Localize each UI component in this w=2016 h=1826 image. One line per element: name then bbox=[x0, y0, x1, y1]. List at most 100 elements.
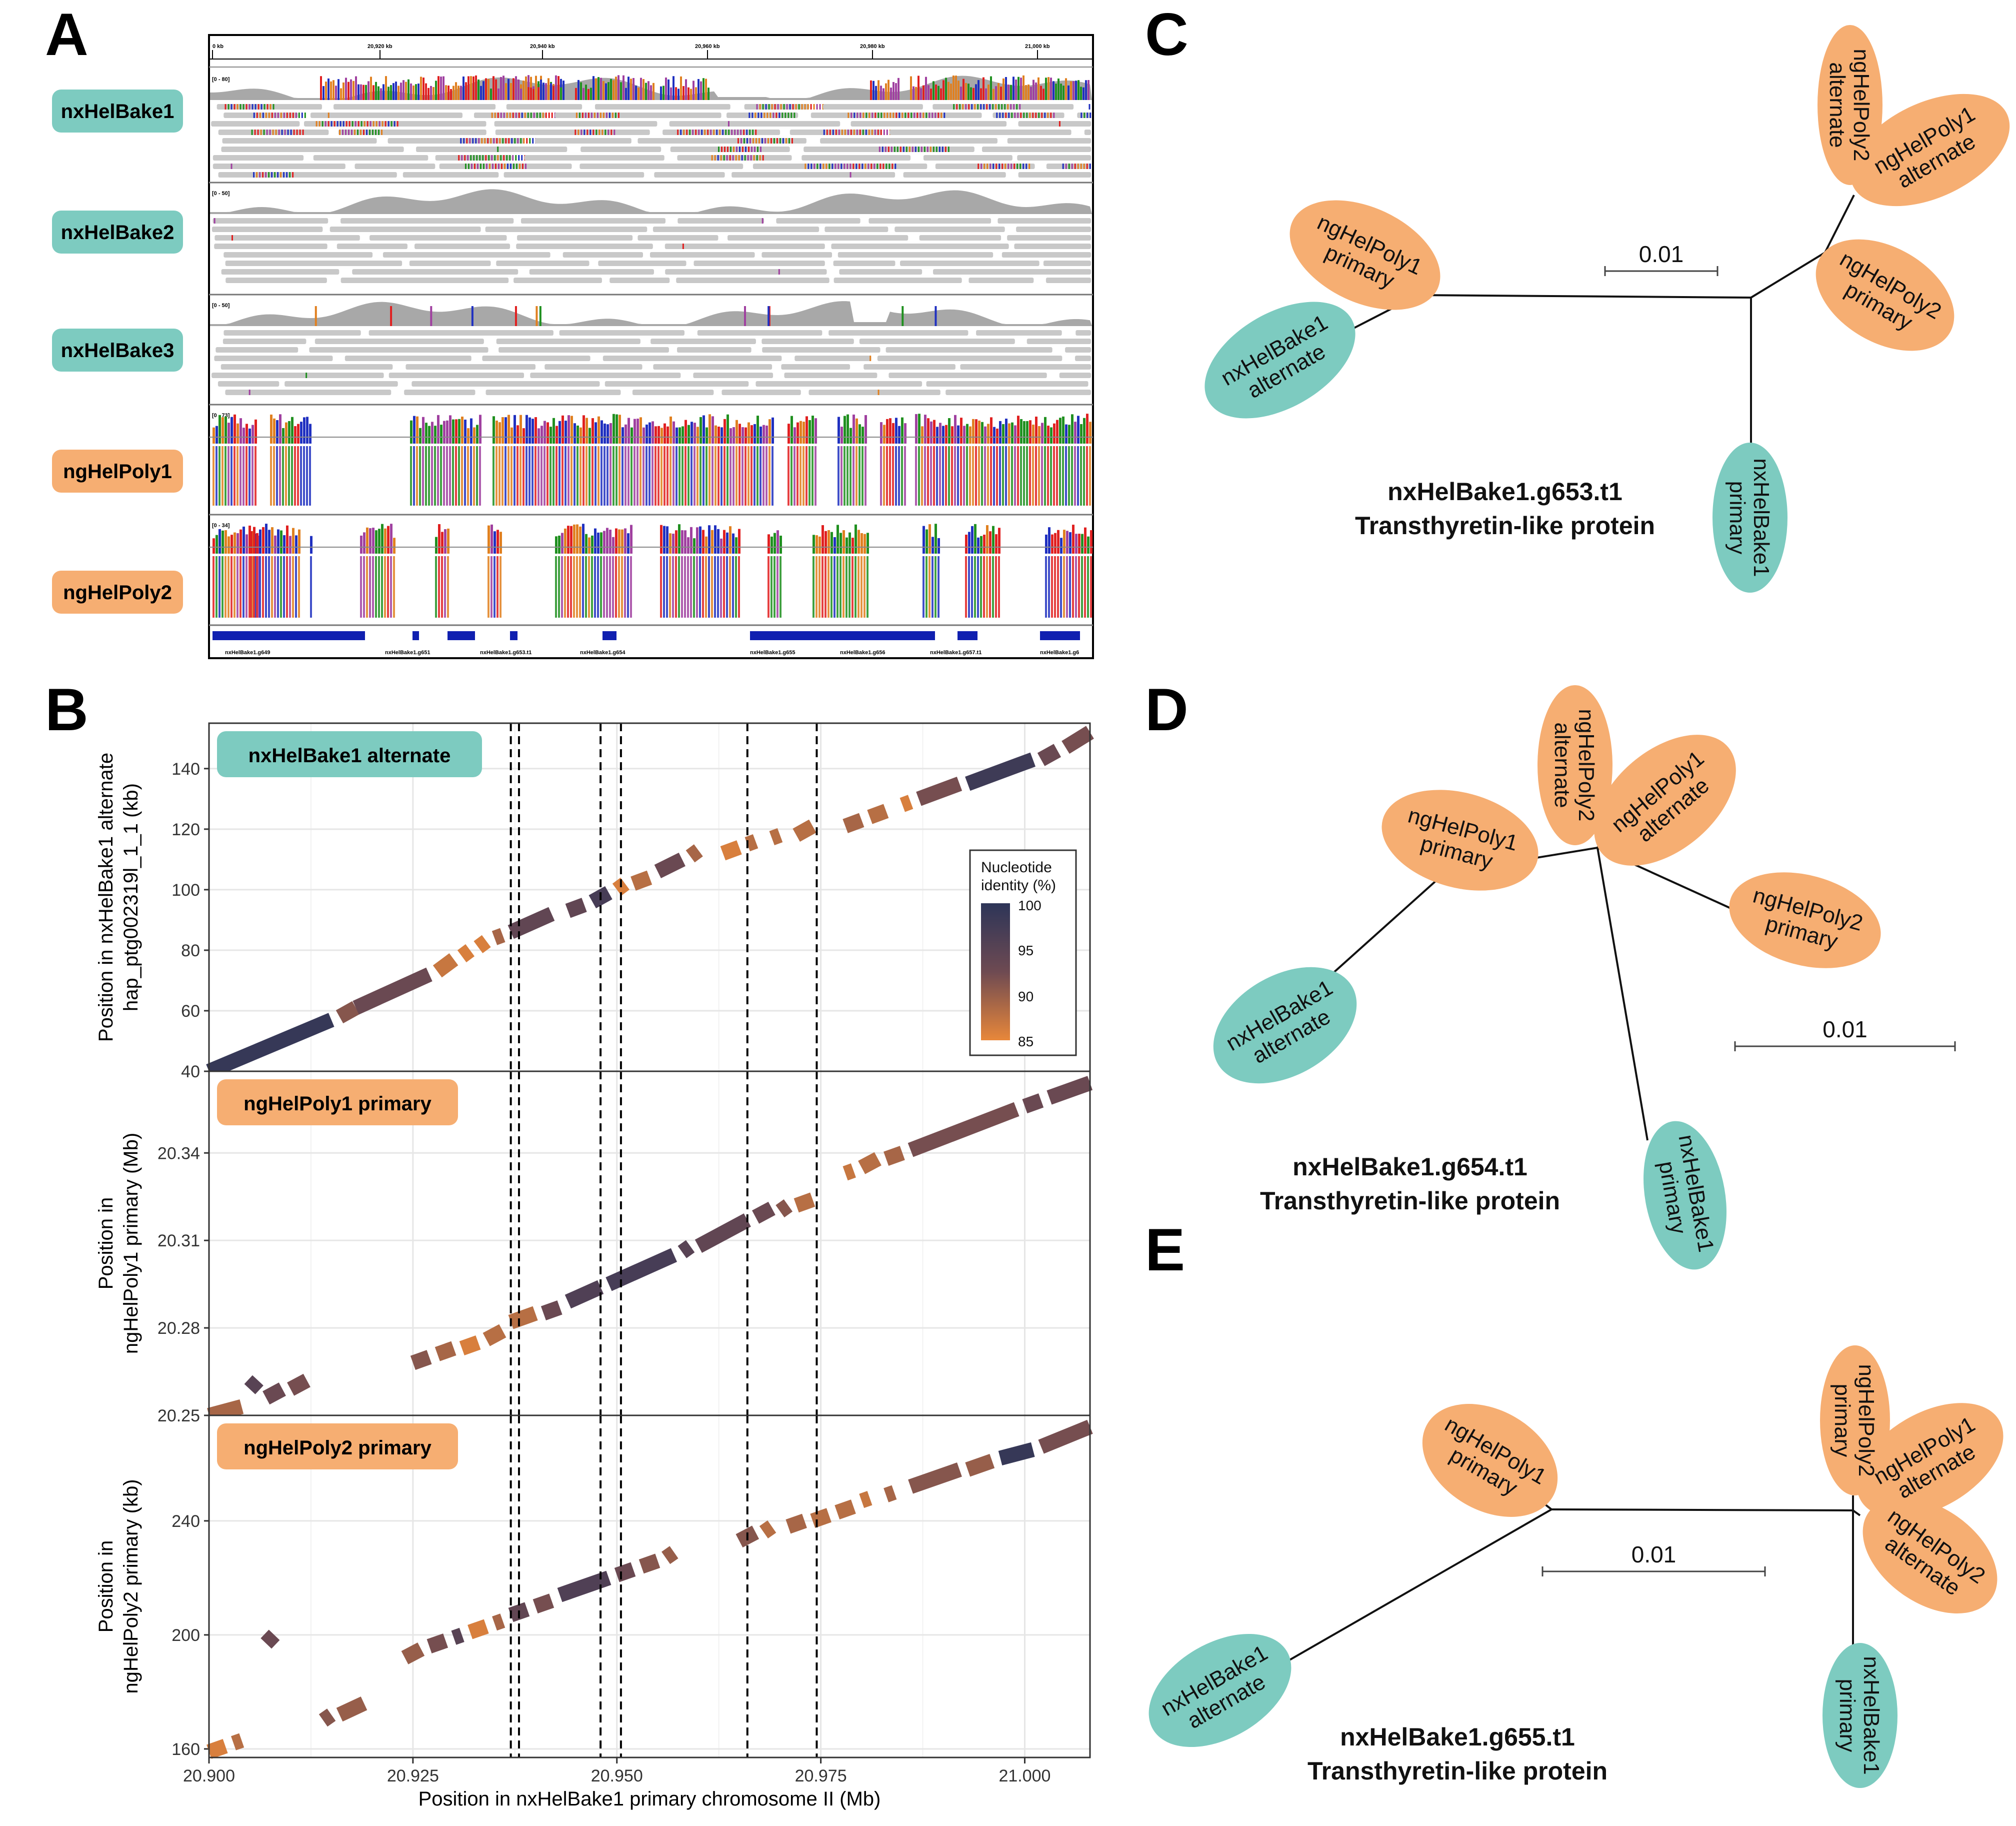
read-mismatch bbox=[539, 113, 541, 118]
read-mismatch bbox=[388, 121, 390, 127]
coverage-variant-bar bbox=[342, 82, 344, 100]
coverage-variant-bar bbox=[428, 88, 430, 100]
read bbox=[652, 227, 820, 232]
read-mismatch bbox=[1065, 164, 1067, 169]
read-mismatch bbox=[246, 104, 248, 110]
read-mismatch bbox=[1080, 113, 1082, 118]
coverage-variant-bar bbox=[258, 535, 260, 554]
read-mismatch bbox=[298, 113, 300, 118]
read-column bbox=[840, 446, 842, 506]
read-column bbox=[381, 556, 383, 618]
read-column bbox=[1089, 446, 1091, 506]
coverage-variant-bar bbox=[840, 427, 843, 444]
read-column bbox=[265, 556, 267, 618]
read-column bbox=[980, 556, 982, 618]
read bbox=[900, 261, 1040, 266]
read-mismatch bbox=[548, 113, 550, 118]
coverage-variant-bar bbox=[742, 427, 744, 444]
coverage-variant-bar bbox=[1066, 531, 1068, 554]
read bbox=[726, 113, 798, 118]
read-mismatch bbox=[756, 147, 758, 152]
coverage-variant-bar bbox=[676, 427, 678, 444]
read bbox=[676, 347, 752, 353]
igv-frame bbox=[208, 34, 1094, 659]
read-mismatch bbox=[1053, 113, 1055, 118]
read-mismatch bbox=[480, 164, 482, 169]
read bbox=[831, 244, 1009, 249]
coverage-variant-bar bbox=[726, 414, 729, 444]
read bbox=[998, 218, 1091, 224]
coverage-variant-bar bbox=[630, 427, 633, 444]
coverage-variant-bar bbox=[550, 83, 552, 100]
coverage-variant-bar bbox=[724, 419, 726, 444]
read-mismatch bbox=[841, 130, 843, 135]
coverage-variant-bar bbox=[780, 536, 782, 554]
leaf-line2: alternate bbox=[1825, 62, 1850, 148]
read-column bbox=[681, 556, 683, 618]
read-mismatch bbox=[490, 138, 492, 144]
read-mismatch bbox=[318, 121, 320, 127]
tree-title-line2: Transthyretin-like protein bbox=[1355, 512, 1655, 540]
tree-branch bbox=[1596, 847, 1648, 1141]
coverage-variant-bar bbox=[431, 422, 434, 444]
coverage-variant-bar bbox=[688, 87, 690, 100]
read-mismatch bbox=[862, 130, 864, 135]
read-mismatch bbox=[773, 138, 775, 144]
coverage-variant-bar bbox=[550, 427, 552, 444]
read-column bbox=[443, 446, 445, 506]
read bbox=[822, 104, 923, 110]
read-mismatch bbox=[930, 147, 932, 152]
read-column bbox=[438, 556, 440, 618]
read bbox=[309, 347, 488, 353]
coverage-variant-bar bbox=[748, 422, 750, 444]
coverage-variant-bar bbox=[860, 533, 863, 554]
read-mismatch bbox=[272, 104, 274, 110]
coverage-variant-bar bbox=[271, 527, 274, 554]
read-mismatch bbox=[756, 104, 758, 110]
coverage-variant-bar bbox=[586, 418, 588, 444]
coverage-variant-bar bbox=[768, 306, 770, 326]
read-mismatch bbox=[730, 147, 732, 152]
coverage-variant-bar bbox=[449, 415, 452, 444]
read-column bbox=[702, 446, 704, 506]
coverage-variant-bar bbox=[948, 82, 950, 100]
read-column bbox=[696, 446, 698, 506]
panel-letter-b: B bbox=[45, 676, 88, 743]
coverage-variant-bar bbox=[560, 87, 562, 100]
read-column bbox=[1051, 556, 1053, 618]
read-mismatch bbox=[1014, 113, 1016, 118]
coverage-variant-bar bbox=[878, 80, 880, 100]
coverage-variant-bar bbox=[294, 426, 296, 444]
read-mismatch bbox=[828, 164, 830, 169]
read-mismatch bbox=[516, 164, 518, 169]
read-column bbox=[1029, 446, 1031, 506]
coverage-variant-bar bbox=[390, 85, 392, 100]
coverage-variant-bar bbox=[971, 526, 974, 554]
read-column bbox=[928, 556, 930, 618]
alignment-segment bbox=[614, 1562, 636, 1582]
coverage-variant-bar bbox=[230, 535, 233, 554]
read-mismatch bbox=[1007, 104, 1009, 110]
coverage-variant-bar bbox=[418, 84, 420, 100]
coverage-variant-bar bbox=[682, 86, 684, 100]
read-mismatch bbox=[488, 155, 490, 161]
read-column bbox=[561, 556, 563, 618]
coverage-variant-bar bbox=[212, 538, 215, 554]
read-mismatch bbox=[912, 147, 914, 152]
coverage-variant-bar bbox=[428, 426, 430, 444]
read-mismatch bbox=[509, 155, 511, 161]
read-mismatch bbox=[822, 164, 824, 169]
track-label-nghelpoly2: ngHelPoly2 bbox=[52, 571, 183, 614]
coverage-variant-bar bbox=[234, 532, 236, 554]
read-mismatch bbox=[786, 104, 788, 110]
read-mismatch bbox=[749, 138, 751, 144]
coverage-variant-bar bbox=[216, 426, 218, 444]
read-mismatch bbox=[978, 164, 980, 169]
read-mismatch bbox=[1020, 113, 1022, 118]
read-mismatch bbox=[898, 113, 900, 118]
read bbox=[1059, 373, 1091, 378]
gene-feature bbox=[958, 631, 978, 640]
coverage-variant-bar bbox=[592, 418, 594, 444]
coverage-variant-bar bbox=[690, 89, 692, 100]
coverage-variant-bar bbox=[650, 85, 652, 100]
